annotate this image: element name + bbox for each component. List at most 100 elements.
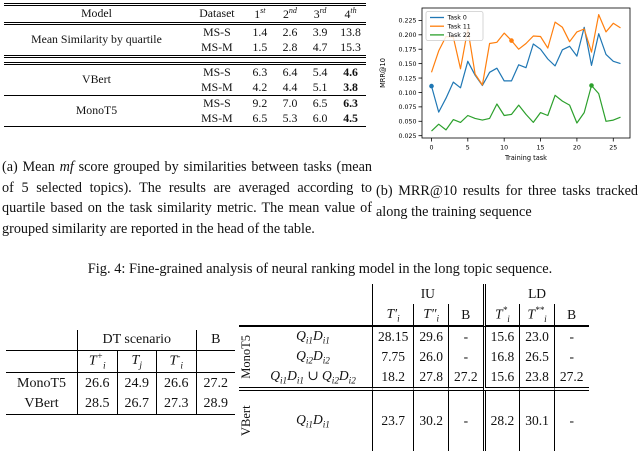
value-cell: - (553, 327, 589, 348)
similarity-table: Model Dataset 1st 2nd 3rd 4th Mean Similarity … (4, 3, 366, 127)
series-task-0 (430, 26, 621, 113)
value-cell: 27.2 (448, 367, 483, 391)
value-cell: 4.5 (335, 111, 366, 127)
col-header: T′i (372, 304, 414, 328)
svg-text:0.200: 0.200 (398, 32, 416, 39)
col-header: T*i (482, 304, 520, 328)
y-axis: 0.025 0.050 0.075 0.100 0.125 0.150 0.175 0.200… (398, 18, 422, 140)
caption-a-math-mf: mf (59, 159, 74, 175)
col-header-quartile: 4th (335, 6, 366, 25)
col-header: B (448, 304, 483, 328)
dataset-cell: MS-M (188, 111, 245, 127)
x-axis-label: Training task (504, 154, 547, 162)
b-col-header: B (196, 330, 235, 351)
value-cell: 6.3 (343, 95, 358, 110)
tau-col-header: Tj (117, 351, 157, 374)
value-cell: - (553, 390, 589, 451)
legend-label: Task 0 (447, 15, 467, 22)
svg-text:0.050: 0.050 (398, 119, 416, 126)
dt-data-row: MonoT5 26.6 24.9 26.6 27.2 (6, 373, 235, 395)
value-cell: 2.6 (282, 24, 298, 39)
dt-math-header-row: T+i Tj T-i (6, 351, 235, 374)
value-cell: - (553, 347, 589, 368)
series-task-11 (430, 14, 621, 86)
value-cell: 4.7 (305, 40, 336, 58)
similarity-row: MS-M 1.5 2.8 4.7 15.3 (4, 40, 366, 58)
value-cell: 27.3 (157, 394, 197, 416)
value-cell: 6.3 (244, 61, 275, 80)
value-cell: 26.6 (78, 373, 118, 395)
group-header-iu: IU (372, 284, 483, 304)
figure-caption: Fig. 4: Fine-grained analysis of neural … (87, 261, 553, 277)
legend-label: Task 22 (447, 32, 471, 39)
iuld-data-row: Qi1Di1 ∪ Qi2Di2 18.2 27.8 27.2 15.6 23.8 27.2 (239, 367, 589, 391)
model-label: MonoT5 (6, 373, 78, 395)
col-header: T**i (519, 304, 554, 328)
value-cell: 5.4 (305, 61, 336, 80)
query-doc-label: Qi1Di1 (296, 412, 330, 430)
query-doc-label: Qi1Di1 ∪ Qi2Di2 (254, 367, 372, 391)
value-cell: 4.6 (335, 61, 366, 80)
col-header-dataset: Dataset (188, 6, 245, 25)
value-cell: 27.2 (203, 375, 229, 391)
mrr-chart-panel: 0.025 0.050 0.075 0.100 0.125 0.150 0.175 0.200… (374, 0, 638, 170)
marker-task-11 (509, 38, 514, 43)
similarity-row: MS-M 6.5 5.3 6.0 4.5 (4, 111, 366, 127)
value-cell: 27.8 (413, 367, 448, 391)
legend-box (425, 11, 484, 41)
empty-cell (196, 351, 235, 374)
value-cell: 29.6 (413, 327, 448, 348)
dt-scenario-header: DT scenario (78, 330, 197, 351)
value-cell: 5.3 (274, 111, 306, 127)
model-name-cell: MonoT5 (4, 96, 189, 127)
value-cell: 4.4 (274, 80, 306, 96)
value-cell: 6.4 (274, 61, 306, 80)
value-cell: 15.6 (482, 367, 520, 391)
model-name-cell: Mean Similarity by quartile (4, 25, 189, 58)
dt-data-row: VBert 28.5 26.7 27.3 28.9 (6, 394, 235, 416)
tau-col-header: T+i (78, 351, 118, 374)
marker-task-22 (589, 83, 594, 88)
value-cell: 28.5 (78, 394, 118, 416)
x-axis: 0 5 10 15 20 25 (429, 138, 617, 152)
dataset-cell: MS-S (188, 61, 245, 80)
marker-task-0 (429, 83, 434, 89)
value-cell: 1.5 (244, 40, 275, 58)
value-cell: 6.0 (305, 111, 336, 127)
dt-scenario-table: DT scenario B T+i Tj T-i MonoT5 26.6 24.9 26.6 27… (6, 330, 235, 416)
caption-a: (a) Mean mf score grouped by similaritie… (2, 157, 372, 239)
value-cell: 6.5 (312, 95, 328, 110)
value-cell: 26.7 (117, 394, 157, 416)
model-label: VBert (6, 394, 78, 416)
svg-text:25: 25 (609, 145, 617, 152)
value-cell: 1.4 (252, 24, 268, 39)
iuld-data-row: Qi2Di2 7.75 26.0-16.8 26.5- (239, 347, 589, 368)
corner-cell (6, 351, 78, 374)
svg-text:0.125: 0.125 (398, 75, 416, 82)
legend-label: Task 11 (447, 23, 471, 30)
value-cell: 24.9 (118, 373, 157, 395)
svg-text:0.100: 0.100 (398, 90, 416, 97)
value-cell: 23.0 (519, 327, 554, 348)
dataset-cell: MS-M (188, 80, 245, 96)
row-group-label-next: VBert (239, 405, 254, 437)
empty-cell (239, 284, 372, 304)
iuld-partial-row: VBert Qi1Di1 23.7 30.2-28.2 30.1- (239, 390, 589, 451)
value-cell: 3.9 (312, 24, 328, 39)
value-cell: 30.1 (519, 390, 554, 451)
value-cell: 3.8 (335, 80, 366, 96)
value-cell: 23.8 (519, 367, 554, 391)
svg-text:0: 0 (429, 145, 433, 152)
value-cell: - (448, 390, 483, 451)
value-cell: 15.3 (335, 40, 366, 58)
col-header-quartile: 2nd (274, 6, 306, 25)
value-cell: 9.2 (252, 95, 268, 110)
series-task-22 (431, 84, 621, 132)
group-header-ld: LD (482, 284, 589, 304)
value-cell: - (448, 347, 483, 368)
value-cell: 18.2 (372, 367, 414, 391)
svg-text:0.225: 0.225 (398, 18, 416, 25)
value-cell: 27.2 (553, 367, 589, 391)
value-cell: 28.15 (372, 327, 413, 348)
